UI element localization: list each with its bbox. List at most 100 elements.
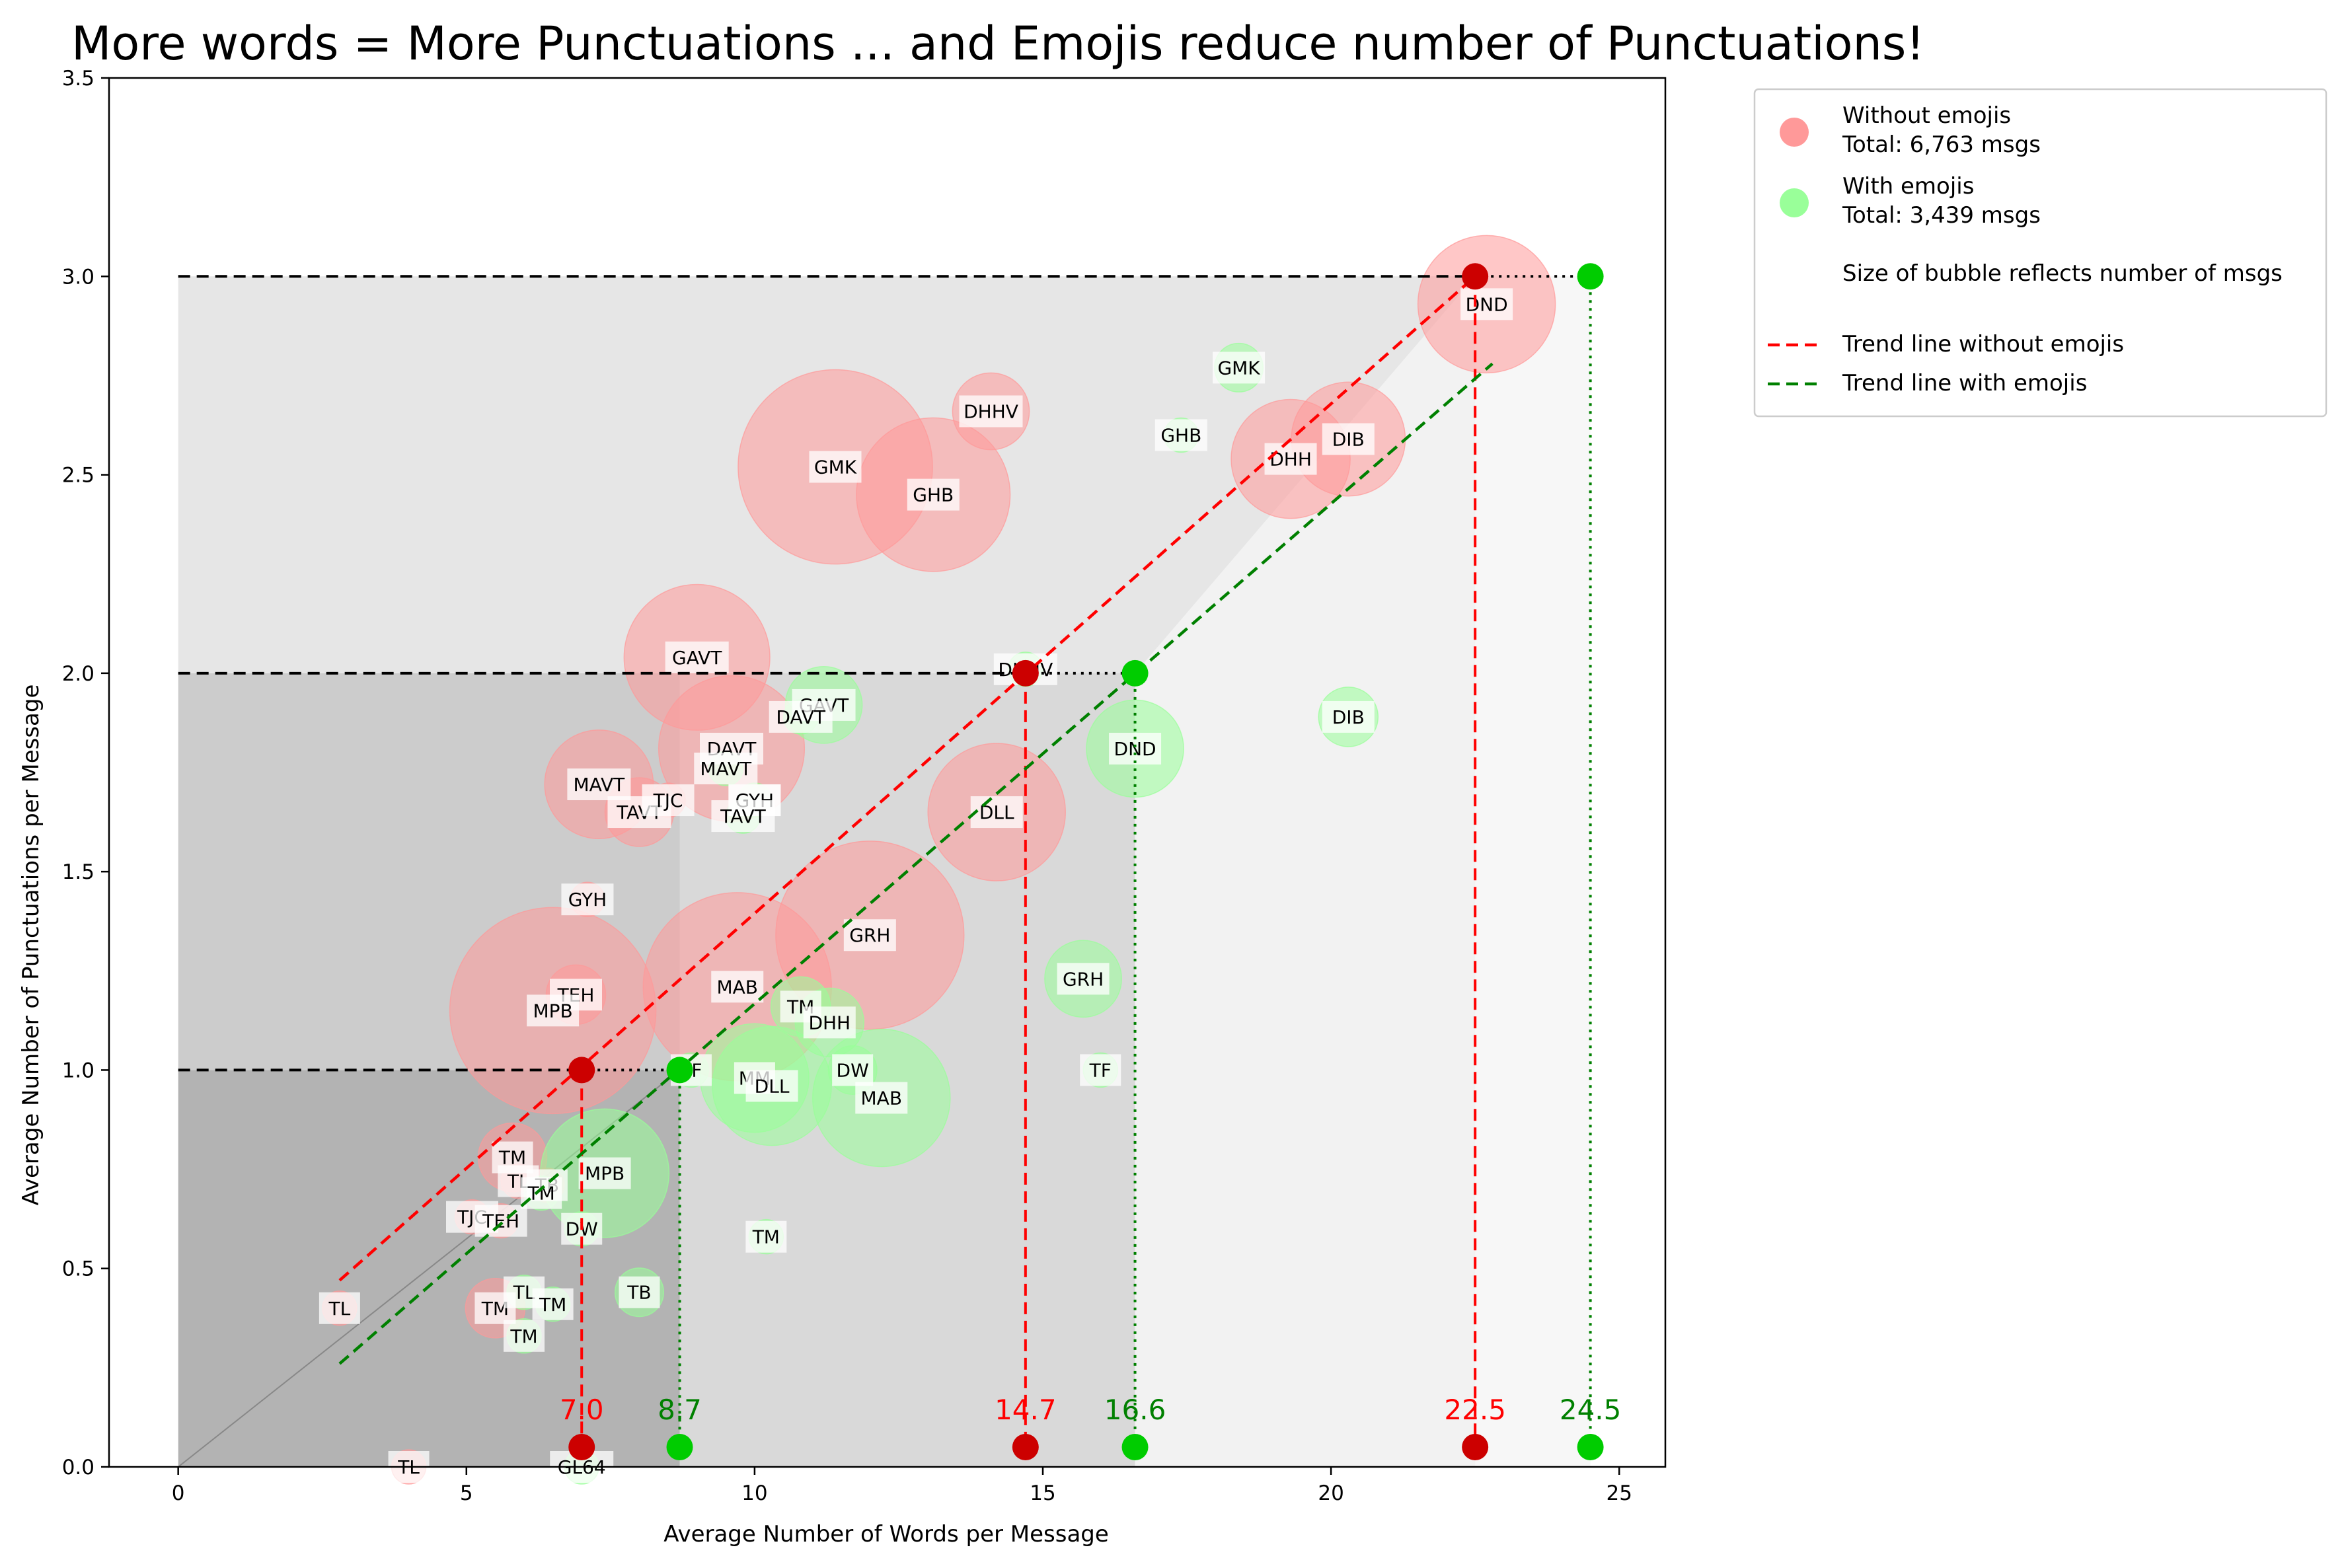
x-tick-label: 15 <box>1030 1481 1055 1505</box>
bubble-label: DHH <box>1264 443 1317 475</box>
bubble-label-box <box>809 451 862 483</box>
value-label: 7.0 <box>560 1394 604 1426</box>
bubble-label: MPB <box>578 1157 631 1189</box>
bubble-label-box <box>843 919 896 952</box>
bubble-label-box <box>1057 963 1110 995</box>
bubble-label-text: TF <box>1089 1059 1112 1081</box>
bubble-label-box <box>832 1054 874 1086</box>
bubble-label: GMK <box>809 451 862 483</box>
legend-label: Size of bubble reflects number of msgs <box>1842 260 2283 287</box>
bubble-label-text: TM <box>527 1183 555 1205</box>
bubble-label-text: DLL <box>755 1075 790 1097</box>
bubble-label-text: DIB <box>1332 429 1365 451</box>
y-tick-label: 2.5 <box>62 464 95 488</box>
bubble-label-box <box>711 971 764 1003</box>
bubble-label-text: GRH <box>849 924 890 946</box>
marker-with-emojis <box>1577 263 1604 290</box>
bubble-label-box <box>855 1082 908 1114</box>
legend-label-total: Total: 6,763 msgs <box>1842 131 2041 158</box>
bubble-label: MAVT <box>694 752 758 784</box>
bubble-label-text: TL <box>328 1298 351 1320</box>
bubble-label: TM <box>521 1177 562 1209</box>
bubble-label-text: TB <box>626 1282 651 1304</box>
bubble-label-text: DAVT <box>776 706 826 728</box>
y-axis-label: Average Number of Punctuations per Messa… <box>18 685 44 1206</box>
legend-marker <box>1780 118 1809 147</box>
bubble-label: TL <box>319 1292 360 1324</box>
bubble-label-box <box>803 1006 856 1039</box>
shade-region <box>1475 276 1591 1467</box>
bubble-label-text: DW <box>837 1059 869 1081</box>
y-tick-label: 2.0 <box>62 662 95 686</box>
bubble-label-text: TM <box>498 1147 526 1169</box>
bubble-label-box <box>745 1220 787 1253</box>
base-marker-with-emojis <box>1577 1433 1604 1460</box>
bubble-label: TF <box>1080 1054 1121 1086</box>
base-marker-with-emojis <box>666 1433 693 1460</box>
bubble-label-text: TM <box>539 1294 566 1316</box>
legend-box <box>1753 88 2327 418</box>
bubble-label-box <box>1322 700 1375 733</box>
bubble-label-text: MPB <box>585 1163 624 1185</box>
legend-item: Trend line with emojis <box>1768 370 2087 396</box>
bubble-label-text: MPB <box>533 1000 572 1022</box>
bubble-label-text: DND <box>1114 738 1156 760</box>
legend-item: Trend line without emojis <box>1768 331 2124 357</box>
bubble-label-box <box>694 752 758 784</box>
y-tick-label: 1.5 <box>62 860 95 884</box>
legend-item: Size of bubble reflects number of msgs <box>1842 260 2283 287</box>
value-label: 22.5 <box>1444 1394 1506 1426</box>
bubble-label: TM <box>504 1320 545 1352</box>
bubble-label: GMK <box>1213 352 1266 384</box>
bubble-label: DIB <box>1322 423 1375 455</box>
bubble-label-text: MAB <box>861 1087 903 1109</box>
bubble-label-text: GHB <box>913 484 954 506</box>
bubble-label-text: DHH <box>808 1012 851 1033</box>
bubble-label: DHHV <box>959 395 1023 428</box>
bubble-label-text: MAVT <box>700 758 752 780</box>
bubble-label-box <box>532 1288 574 1320</box>
value-label: 8.7 <box>658 1394 702 1426</box>
bubble-label-box <box>1080 1054 1121 1086</box>
bubble-label: GHB <box>1154 419 1207 451</box>
bubble-label-text: MAB <box>716 976 758 998</box>
bubble-label: DLL <box>970 796 1023 829</box>
bubble-label-text: TAVT <box>720 805 766 827</box>
bubble-label: DHH <box>803 1006 856 1039</box>
plot-area: DND DHHV GMK GHB DHH DIB GAVT DAVT MAVT TAVT TJC GY… <box>178 235 1621 1485</box>
y-tick-label: 1.0 <box>62 1059 95 1082</box>
bubble-label: DND <box>1460 288 1513 320</box>
bubble-label-box <box>504 1320 545 1352</box>
bubble-label-box <box>1154 419 1207 451</box>
bubble-label: TAVT <box>711 800 775 833</box>
bubble-label: DLL <box>745 1070 798 1102</box>
legend-label-total: Total: 3,439 msgs <box>1842 202 2041 229</box>
bubble-label-text: GYH <box>568 889 607 911</box>
bubble-label-box <box>527 994 580 1027</box>
y-tick-label: 0.5 <box>62 1257 95 1281</box>
marker-without-emojis <box>1462 263 1489 290</box>
bubble-label: TEH <box>474 1205 527 1237</box>
bubble-label-text: MAVT <box>573 774 625 796</box>
base-marker-without-emojis <box>568 1433 595 1460</box>
bubble-label: MPB <box>527 994 580 1027</box>
legend-label: Trend line with emojis <box>1842 370 2087 396</box>
shade-region <box>1135 276 1476 1467</box>
bubble-label-box <box>619 1276 660 1308</box>
base-marker-with-emojis <box>1121 1433 1149 1460</box>
bubble-label-box <box>561 883 614 916</box>
bubble-label-box <box>959 395 1023 428</box>
y-tick-label: 3.0 <box>62 265 95 289</box>
bubble-label: DAVT <box>769 700 833 733</box>
bubble-label: MAB <box>855 1082 908 1114</box>
bubble-label-text: GMK <box>814 457 857 478</box>
x-tick-label: 5 <box>460 1481 473 1505</box>
bubble-label-box <box>711 800 775 833</box>
bubble-label: TJC <box>642 784 695 817</box>
bubble-label-text: GHB <box>1160 425 1201 447</box>
bubble-label-box <box>907 478 960 511</box>
bubble-label-box <box>474 1205 527 1237</box>
